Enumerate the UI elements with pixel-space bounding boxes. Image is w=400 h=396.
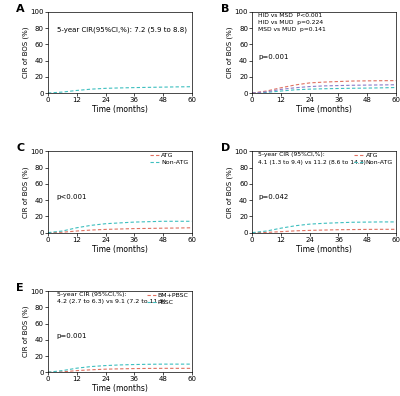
X-axis label: Time (months): Time (months)	[296, 245, 352, 254]
Text: 5-year CIR (95%CI,%):
4.1 (1.3 to 9.4) vs 11.2 (8.6 to 14.3): 5-year CIR (95%CI,%): 4.1 (1.3 to 9.4) v…	[258, 152, 366, 165]
Y-axis label: CIR of BOS (%): CIR of BOS (%)	[227, 166, 233, 218]
X-axis label: Time (months): Time (months)	[92, 385, 148, 394]
Text: p<0.001: p<0.001	[57, 194, 87, 200]
Text: C: C	[16, 143, 24, 153]
Y-axis label: CIR of BOS (%): CIR of BOS (%)	[22, 166, 29, 218]
Legend: ATG, Non-ATG: ATG, Non-ATG	[150, 153, 189, 165]
Y-axis label: CIR of BOS (%): CIR of BOS (%)	[22, 27, 29, 78]
Y-axis label: CIR of BOS (%): CIR of BOS (%)	[22, 306, 29, 358]
X-axis label: Time (months): Time (months)	[296, 105, 352, 114]
Text: p=0.042: p=0.042	[258, 194, 288, 200]
Text: HID vs MSD  P<0.001
HID vs MUD  p=0.224
MSD vs MUD  p=0.141: HID vs MSD P<0.001 HID vs MUD p=0.224 MS…	[258, 13, 326, 32]
Text: E: E	[16, 283, 24, 293]
X-axis label: Time (months): Time (months)	[92, 245, 148, 254]
Text: D: D	[220, 143, 230, 153]
Legend: ATG, Non-ATG: ATG, Non-ATG	[354, 153, 393, 165]
Legend: BM+PBSC, PBSC: BM+PBSC, PBSC	[146, 293, 189, 305]
Text: p=0.001: p=0.001	[57, 333, 87, 339]
Y-axis label: CIR of BOS (%): CIR of BOS (%)	[227, 27, 233, 78]
Text: A: A	[16, 4, 25, 14]
X-axis label: Time (months): Time (months)	[92, 105, 148, 114]
Text: p=0.001: p=0.001	[258, 54, 288, 60]
Text: B: B	[220, 4, 229, 14]
Text: 5-year CIR(95%CI,%): 7.2 (5.9 to 8.8): 5-year CIR(95%CI,%): 7.2 (5.9 to 8.8)	[57, 27, 187, 33]
Text: 5-year CIR (95%CI,%):
4.2 (2.7 to 6.3) vs 9.1 (7.2 to 11.3): 5-year CIR (95%CI,%): 4.2 (2.7 to 6.3) v…	[57, 292, 165, 304]
